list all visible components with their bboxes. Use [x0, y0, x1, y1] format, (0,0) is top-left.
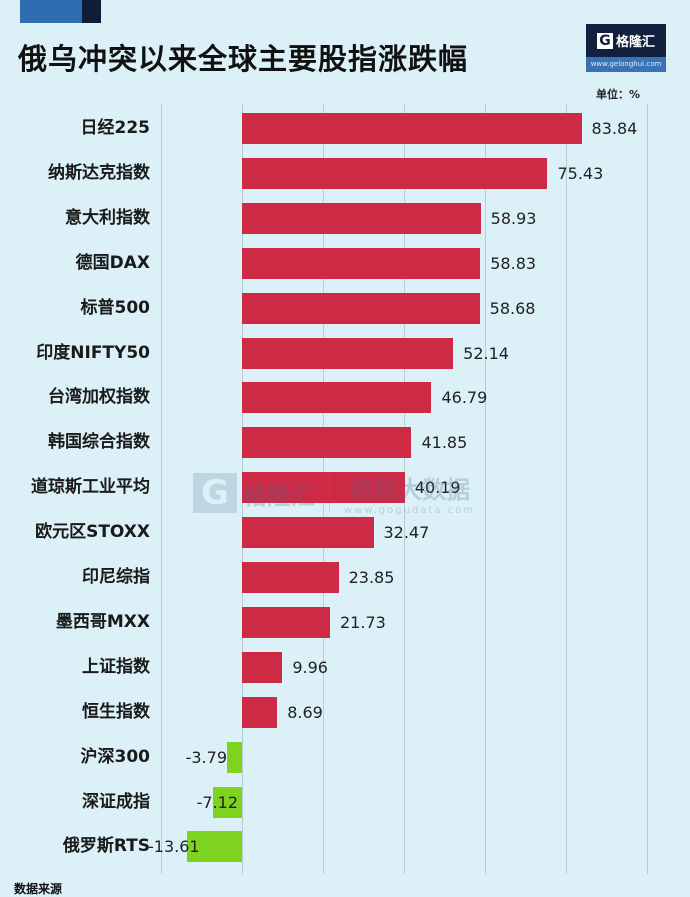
value-label: 58.93 — [490, 209, 537, 228]
header-decoration-navy — [82, 0, 101, 23]
chart-row: 恒生指数 8.69 — [0, 697, 690, 728]
category-label: 台湾加权指数 — [48, 387, 150, 407]
value-label: 58.68 — [489, 299, 536, 318]
bar — [242, 248, 481, 279]
bar — [242, 607, 330, 638]
chart-row: 俄罗斯RTS -13.61 — [0, 831, 690, 862]
chart-row: 道琼斯工业平均 40.19 — [0, 472, 690, 503]
value-label: -7.12 — [196, 793, 238, 812]
value-label: 83.84 — [591, 119, 638, 138]
logo-g-icon: G — [596, 32, 613, 49]
category-label: 意大利指数 — [65, 208, 150, 228]
category-label: 俄罗斯RTS — [62, 836, 150, 856]
category-label: 墨西哥MXX — [55, 612, 150, 632]
value-label: -13.61 — [148, 837, 200, 856]
bar — [242, 652, 283, 683]
bar — [226, 742, 242, 773]
category-label: 德国DAX — [75, 253, 150, 273]
chart-row: 日经225 83.84 — [0, 113, 690, 144]
category-label: 沪深300 — [80, 747, 151, 767]
chart-row: 意大利指数 58.93 — [0, 203, 690, 234]
value-label: 41.85 — [421, 433, 468, 452]
gridline — [647, 104, 648, 874]
bar — [242, 113, 582, 144]
brand-logo: G 格隆汇 www.gelonghui.com — [586, 24, 666, 72]
category-label: 深证成指 — [82, 792, 150, 812]
chart-row: 德国DAX 58.83 — [0, 248, 690, 279]
bar — [242, 517, 374, 548]
bar — [242, 472, 405, 503]
bar — [242, 293, 480, 324]
category-label: 欧元区STOXX — [35, 522, 150, 542]
chart-row: 印度NIFTY50 52.14 — [0, 338, 690, 369]
value-label: 52.14 — [463, 344, 509, 363]
value-label: 21.73 — [340, 613, 386, 632]
category-label: 恒生指数 — [82, 702, 150, 722]
bar — [242, 203, 481, 234]
value-label: 40.19 — [414, 478, 461, 497]
unit-label: 单位：% — [596, 88, 641, 101]
chart-row: 深证成指 -7.12 — [0, 787, 690, 818]
category-label: 纳斯达克指数 — [48, 163, 150, 183]
category-label: 标普500 — [80, 298, 151, 318]
chart-row: 标普500 58.68 — [0, 293, 690, 324]
value-label: -3.79 — [185, 748, 227, 767]
chart-row: 台湾加权指数 46.79 — [0, 382, 690, 413]
category-label: 韩国综合指数 — [48, 432, 150, 452]
value-label: 23.85 — [348, 568, 395, 587]
bar — [186, 831, 242, 862]
gridline — [566, 104, 567, 874]
footer-source: 数据来源 — [14, 882, 63, 896]
bar — [242, 338, 454, 369]
chart-row: 欧元区STOXX 32.47 — [0, 517, 690, 548]
value-label: 32.47 — [383, 523, 430, 542]
category-label: 道琼斯工业平均 — [31, 477, 150, 497]
bar — [213, 787, 242, 818]
category-label: 印度NIFTY50 — [36, 343, 150, 363]
gridline — [485, 104, 486, 874]
value-label: 75.43 — [557, 164, 604, 183]
logo-url: www.gelonghui.com — [586, 57, 666, 72]
chart-title: 俄乌冲突以来全球主要股指涨跌幅 — [18, 42, 469, 76]
value-label: 58.83 — [490, 254, 537, 273]
header-decoration-blue — [20, 0, 82, 23]
value-label: 8.69 — [287, 703, 323, 722]
chart-row: 韩国综合指数 41.85 — [0, 427, 690, 458]
chart-row: 墨西哥MXX 21.73 — [0, 607, 690, 638]
bar — [242, 158, 548, 189]
category-label: 日经225 — [80, 118, 151, 138]
bar — [242, 697, 278, 728]
logo-name: 格隆汇 — [615, 35, 655, 50]
bar — [242, 382, 432, 413]
value-label: 46.79 — [441, 388, 488, 407]
gridline — [161, 104, 162, 874]
value-label: 9.96 — [292, 658, 328, 677]
chart-row: 沪深300 -3.79 — [0, 742, 690, 773]
chart-row: 纳斯达克指数 75.43 — [0, 158, 690, 189]
category-label: 上证指数 — [82, 657, 150, 677]
bar — [242, 562, 339, 593]
chart-row: 印尼综指 23.85 — [0, 562, 690, 593]
chart-row: 上证指数 9.96 — [0, 652, 690, 683]
category-label: 印尼综指 — [82, 567, 150, 587]
bar — [242, 427, 412, 458]
